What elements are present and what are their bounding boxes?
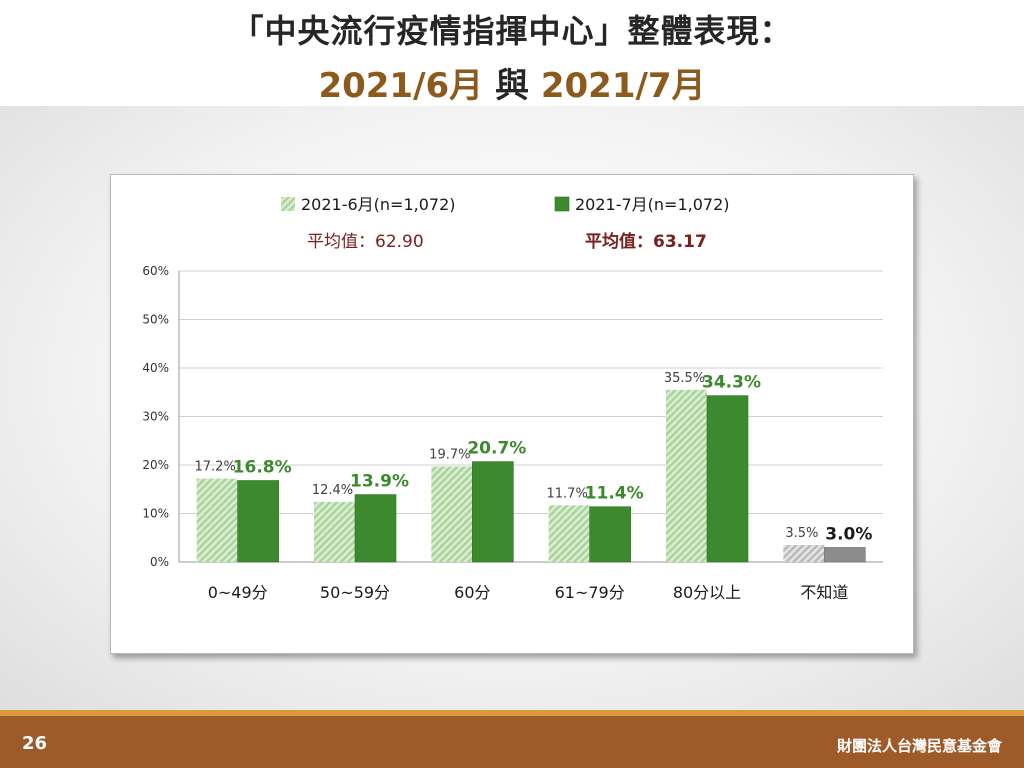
subtitle-period-june: 2021/6月 — [318, 66, 484, 106]
slide-title: 「中央流行疫情指揮中心」整體表現： — [231, 12, 793, 50]
y-tick-label: 20% — [142, 458, 169, 472]
subtitle-period-july: 2021/7月 — [540, 66, 706, 106]
slide-header: 「中央流行疫情指揮中心」整體表現： 2021/6月 與 2021/7月 — [0, 0, 1024, 106]
bar-june — [548, 505, 590, 562]
x-category-label: 0~49分 — [208, 583, 268, 602]
y-tick-label: 30% — [142, 410, 169, 424]
data-label-june: 3.5% — [785, 526, 818, 541]
bar-july — [354, 494, 397, 563]
x-category-label: 不知道 — [800, 583, 848, 602]
data-label-june: 19.7% — [429, 447, 470, 462]
legend-label-july: 2021-7月(n=1,072) — [575, 195, 730, 214]
data-label-july: 3.0% — [825, 524, 872, 544]
bar-june — [783, 545, 825, 562]
slide-subtitle: 2021/6月 與 2021/7月 — [0, 58, 1024, 107]
y-tick-label: 60% — [142, 264, 169, 278]
y-tick-label: 10% — [142, 507, 169, 521]
data-label-july: 13.9% — [350, 472, 409, 492]
data-label-july: 11.4% — [585, 484, 644, 504]
bar-june — [196, 478, 238, 562]
x-category-label: 80分以上 — [673, 583, 741, 602]
slide-body: 0% 10% 20% 30% 40% 50% 60% 17.2% 16.8% 0~49分 12.4%… — [0, 106, 1024, 710]
data-label-july: 20.7% — [467, 439, 526, 459]
data-label-june: 17.2% — [195, 460, 236, 475]
bar-chart: 0% 10% 20% 30% 40% 50% 60% 17.2%16.8% 0~49分 12.4%… — [142, 195, 883, 602]
data-label-june: 35.5% — [664, 371, 705, 386]
legend-swatch-july — [554, 196, 570, 212]
y-tick-label: 0% — [150, 555, 169, 569]
bar-july — [706, 395, 749, 563]
average-label-july: 平均值：63.17 — [585, 231, 707, 252]
bar-june — [666, 389, 707, 562]
data-label-july: 34.3% — [702, 373, 761, 393]
average-label-june: 平均值：62.90 — [307, 232, 424, 252]
bar-july — [824, 547, 866, 563]
y-tick-label: 40% — [142, 361, 169, 375]
y-tick-label: 50% — [142, 313, 169, 327]
bar-july — [589, 506, 631, 563]
data-label-july: 16.8% — [233, 458, 292, 478]
data-label-june: 12.4% — [312, 483, 353, 498]
data-label-june: 11.7% — [547, 486, 588, 501]
slide-footer: 26 財團法人台灣民意基金會 — [0, 710, 1024, 768]
bar-june — [431, 466, 473, 562]
bar-july — [472, 461, 514, 563]
bar-july — [237, 480, 279, 563]
subtitle-connector: 與 — [483, 66, 541, 106]
x-category-label: 61~79分 — [555, 583, 625, 602]
bar-june — [314, 501, 355, 562]
x-category-label: 60分 — [454, 583, 490, 602]
page-number: 26 — [22, 733, 48, 754]
legend-swatch-june — [281, 197, 295, 211]
organization-name: 財團法人台灣民意基金會 — [836, 737, 1002, 755]
x-category-label: 50~59分 — [320, 583, 390, 602]
legend-label-june: 2021-6月(n=1,072) — [301, 195, 456, 214]
chart-panel: 0% 10% 20% 30% 40% 50% 60% 17.2% 16.8% 0~49分 12.4%… — [110, 174, 914, 654]
